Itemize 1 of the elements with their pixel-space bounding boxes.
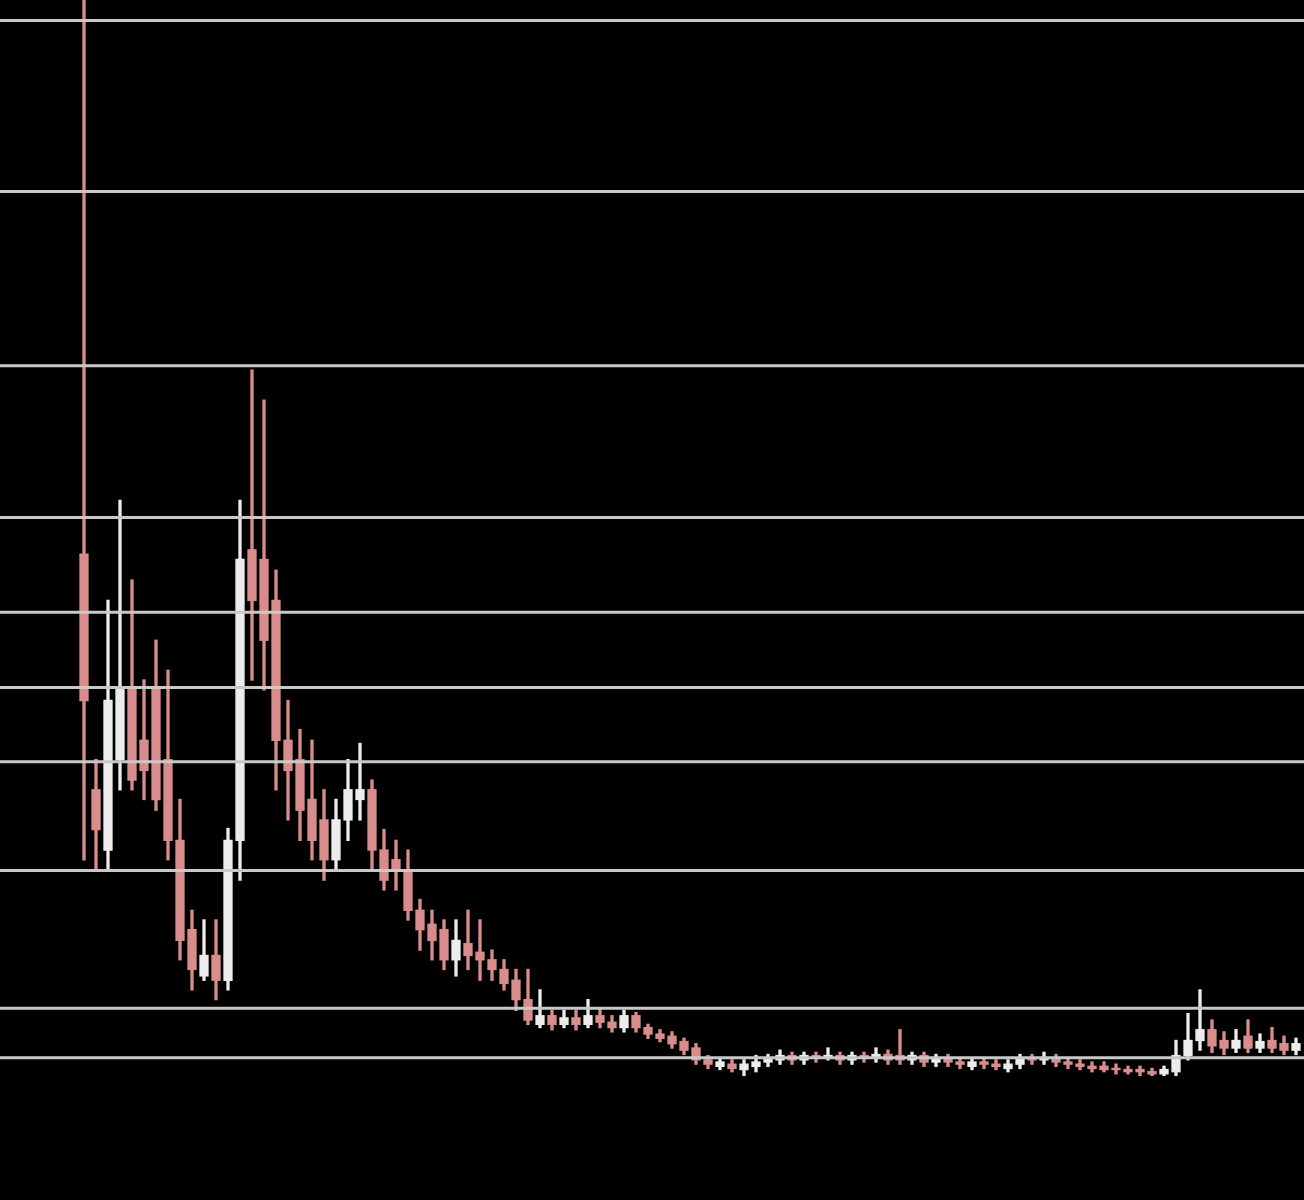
candlestick (79, 0, 89, 861)
